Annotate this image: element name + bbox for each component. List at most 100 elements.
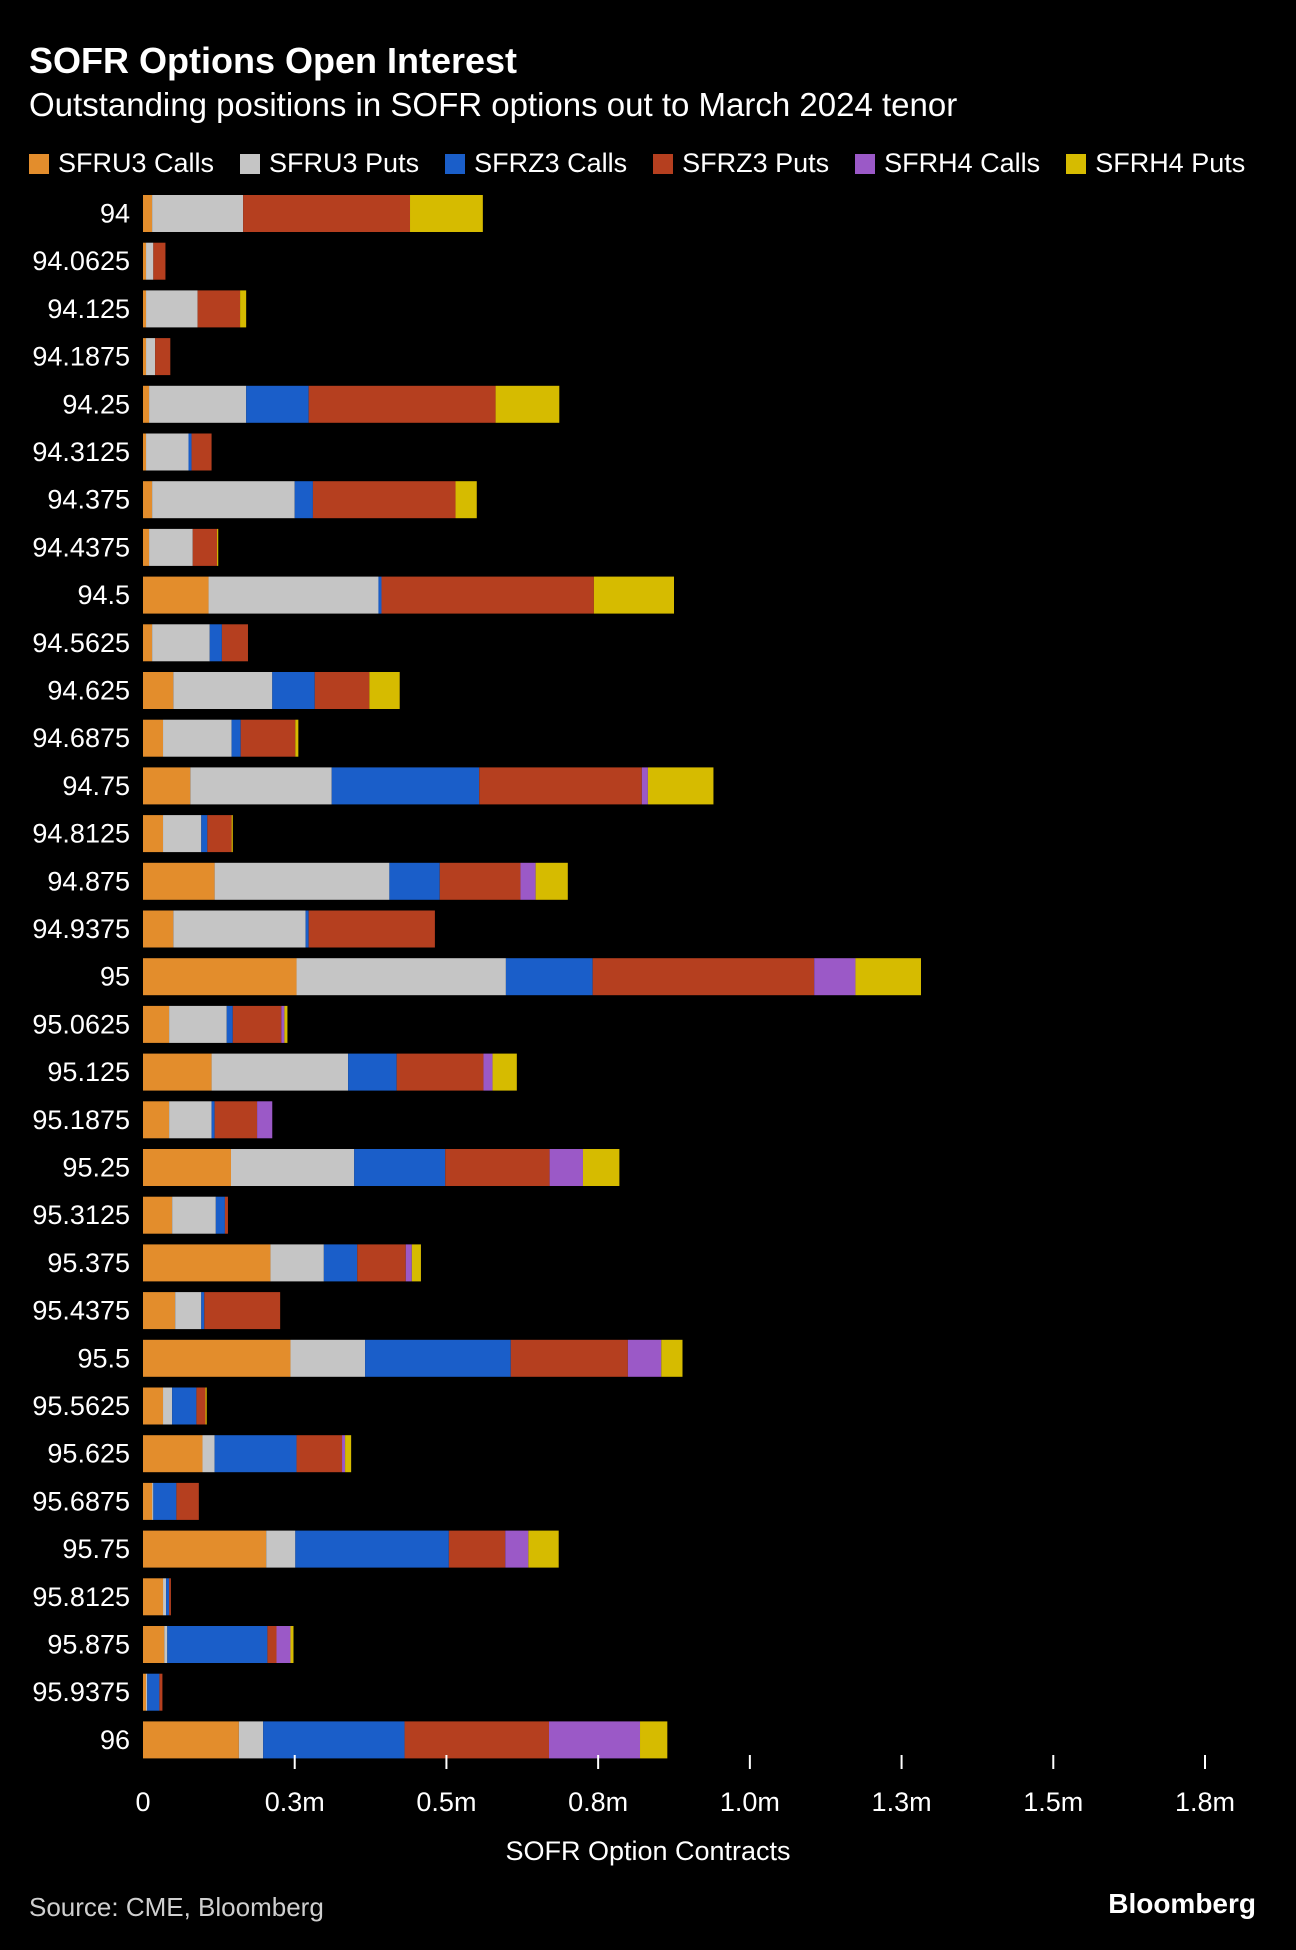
legend-label: SFRH4 Puts [1095, 148, 1246, 178]
bar-segment-sfru3-puts [169, 1101, 212, 1139]
bar-segment-sfru3-calls [143, 1244, 271, 1282]
bar-segment-sfrz3-puts [396, 1053, 484, 1091]
bar-segment-sfru3-puts [230, 1149, 355, 1186]
bar-segment-sfru3-calls [143, 1196, 173, 1234]
bar-segment-sfrz3-calls [231, 719, 241, 757]
bar-segment-sfru3-puts [163, 1578, 167, 1616]
category-label: 95.75 [62, 1534, 130, 1564]
bar-segment-sfru3-calls [143, 624, 153, 662]
bar-segment-sfrz3-calls [365, 1339, 511, 1377]
bar-segment-sfrz3-puts [312, 481, 456, 519]
legend-item-sfru3-calls: SFRU3 Calls [29, 148, 214, 179]
category-label: 95.125 [47, 1057, 130, 1087]
bar-segment-sfru3-calls [143, 1530, 267, 1568]
bar-segment-sfrz3-calls [263, 1721, 405, 1759]
chart-title: SOFR Options Open Interest [29, 40, 518, 81]
bar-segment-sfru3-calls [143, 576, 209, 614]
bar-segment-sfru3-calls [143, 385, 150, 423]
bar-segment-sfru3-puts [152, 481, 295, 519]
bar-segment-sfru3-puts [290, 1339, 366, 1377]
bar-segment-sfrh4-puts [661, 1339, 683, 1377]
bar-segment-sfru3-puts [146, 433, 189, 471]
bar-segment-sfru3-puts [146, 290, 198, 328]
bar-segment-sfrz3-puts [214, 1101, 258, 1139]
bar-segment-sfru3-puts [202, 1435, 215, 1473]
category-label: 94.375 [47, 485, 130, 515]
category-label: 95.9375 [32, 1677, 130, 1707]
x-tick-label: 0 [135, 1787, 150, 1817]
bar-segment-sfru3-puts [146, 1673, 148, 1711]
bar-segment-sfru3-puts [173, 672, 273, 709]
bar-segment-sfru3-puts [163, 719, 232, 757]
bar-segment-sfru3-calls [143, 1721, 239, 1759]
bar-segment-sfrz3-calls [153, 1482, 177, 1520]
bar-segment-sfrh4-calls [281, 1005, 285, 1043]
category-label: 94.625 [47, 676, 130, 706]
bar-segment-sfru3-puts [152, 1482, 154, 1520]
bar-segment-sfrh4-puts [295, 719, 299, 757]
bar-segment-sfru3-calls [143, 1435, 203, 1473]
bar-segment-sfrz3-puts [445, 1149, 550, 1186]
bar-segment-sfrh4-puts [640, 1721, 668, 1759]
bar-segment-sfrh4-calls [276, 1626, 291, 1663]
bar-segment-sfrz3-puts [357, 1244, 406, 1282]
bar-segment-sfru3-puts [149, 528, 193, 566]
bar-segment-sfrz3-puts [232, 1005, 282, 1043]
bar-segment-sfru3-puts [146, 338, 156, 376]
bar-segment-sfru3-calls [143, 481, 153, 519]
bar-segment-sfrz3-puts [404, 1721, 549, 1759]
bar-segment-sfrh4-puts [582, 1149, 620, 1186]
bar-segment-sfru3-puts [152, 624, 210, 662]
bar-segment-sfru3-calls [143, 910, 174, 948]
bar-segment-sfru3-puts [169, 1005, 227, 1043]
bar-segment-sfrz3-puts [221, 624, 248, 662]
bar-segment-sfrh4-puts [345, 1435, 352, 1473]
x-tick-label: 1.0m [720, 1787, 780, 1817]
bar-segment-sfrz3-puts [439, 862, 521, 900]
category-label: 94.5625 [32, 628, 130, 658]
bar-segment-sfrz3-puts [207, 815, 232, 853]
bar-segment-sfru3-puts [208, 576, 379, 614]
bar-segment-sfrh4-puts [495, 385, 560, 423]
legend-swatch [855, 153, 876, 174]
bar-segment-sfrz3-puts [296, 1435, 343, 1473]
bar-segment-sfrh4-calls [405, 1244, 412, 1282]
bar-segment-sfrz3-calls [201, 1292, 205, 1330]
bar-segment-sfru3-puts [163, 815, 202, 853]
bar-segment-sfrh4-calls [505, 1530, 529, 1568]
legend-item-sfrh4-calls: SFRH4 Calls [855, 148, 1040, 179]
bar-segment-sfrz3-calls [354, 1149, 446, 1186]
bar-segment-sfrh4-calls [814, 958, 856, 996]
bar-segment-sfrh4-calls [520, 862, 536, 900]
bar-segment-sfrh4-puts [593, 576, 674, 614]
legend-item-sfrz3-puts: SFRZ3 Puts [653, 148, 829, 179]
bloomberg-logo: Bloomberg [1108, 1888, 1256, 1919]
bar-segment-sfrz3-calls [147, 1673, 160, 1711]
category-label: 94.5 [77, 580, 130, 610]
bar-segment-sfrh4-puts [369, 672, 400, 709]
bar-segment-sfru3-calls [143, 815, 164, 853]
category-label: 94.0625 [32, 246, 130, 276]
legend-item-sfrh4-puts: SFRH4 Puts [1066, 148, 1245, 179]
bar-segment-sfrz3-puts [510, 1339, 628, 1377]
bar-segment-sfrz3-calls [331, 767, 480, 805]
bar-segment-sfrh4-calls [257, 1101, 273, 1139]
legend-label: SFRZ3 Calls [474, 148, 628, 178]
bar-segment-sfrz3-calls [215, 1196, 225, 1234]
bar-segment-sfrz3-puts [153, 242, 166, 280]
bar-segment-sfrz3-calls [323, 1244, 358, 1282]
bar-segment-sfru3-calls [143, 767, 191, 805]
bar-segment-sfrz3-puts [204, 1292, 281, 1330]
bar-segment-sfrh4-puts [205, 1387, 207, 1425]
bar-segment-sfrz3-calls [348, 1053, 397, 1091]
bar-segment-sfru3-puts [175, 1292, 202, 1330]
bar-segment-sfru3-calls [143, 433, 147, 471]
bar-segment-sfru3-calls [143, 1005, 170, 1043]
bar-segment-sfrz3-puts [314, 672, 370, 709]
bar-segment-sfrh4-puts [240, 290, 247, 328]
bar-segment-sfrh4-puts [528, 1530, 559, 1568]
x-tick-label: 0.3m [265, 1787, 325, 1817]
bar-segment-sfrh4-puts [290, 1626, 294, 1663]
bar-segment-sfrh4-puts [492, 1053, 517, 1091]
bar-segment-sfrh4-puts [217, 528, 219, 566]
